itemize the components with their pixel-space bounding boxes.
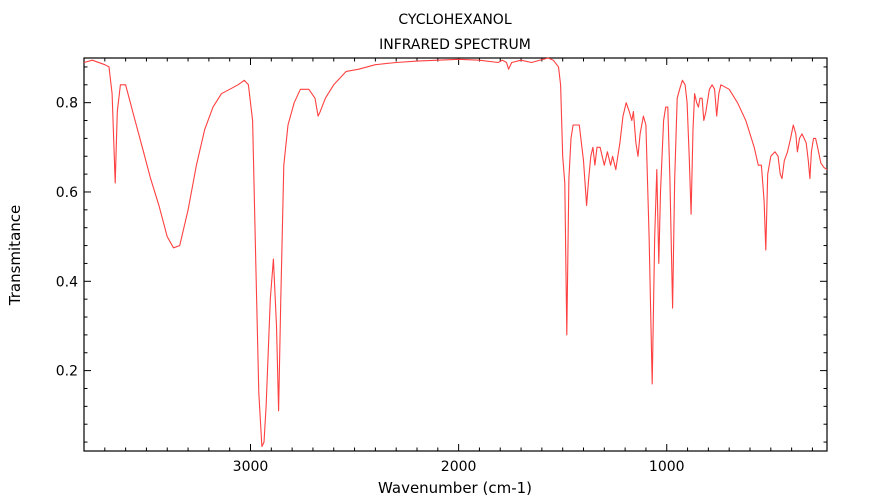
y-tick-label: 0.8 [56,96,78,112]
x-tick-label: 2000 [441,459,477,475]
x-tick-label: 3000 [233,459,269,475]
chart-title: CYCLOHEXANOL [398,12,511,28]
y-axis-ticks: 0.2 0.4 0.6 0.8 [56,66,827,443]
x-tick-label: 1000 [649,459,685,475]
spectrum-series-line [83,57,828,448]
y-tick-label: 0.2 [56,364,78,380]
x-axis-label: Wavenumber (cm-1) [378,479,532,497]
y-tick-label: 0.6 [56,185,78,201]
plot-frame [83,57,828,452]
x-axis-ticks: 3000 2000 1000 [83,58,813,475]
y-axis-label: Transmitance [6,205,24,306]
chart-subtitle: INFRARED SPECTRUM [379,37,531,53]
y-tick-label: 0.4 [56,274,78,290]
